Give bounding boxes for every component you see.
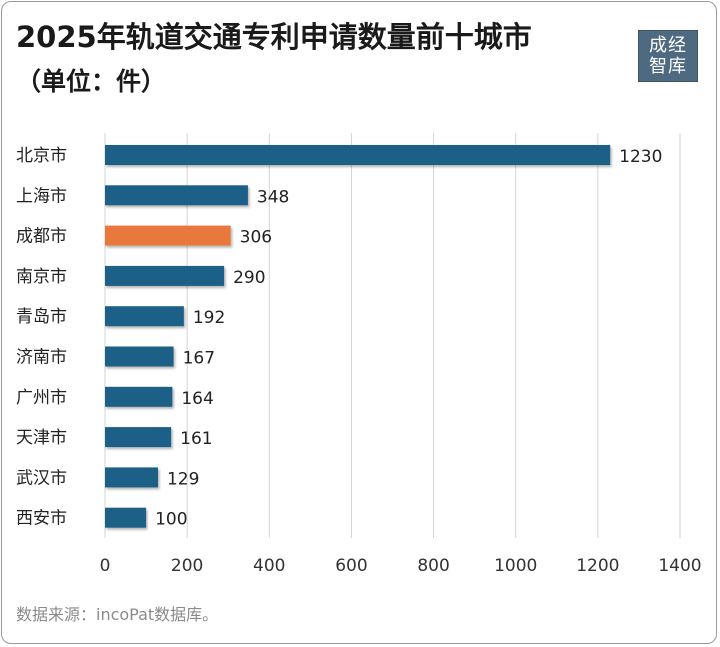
value-labels: 1230 348 306 290 192 167 164 161 129 100 <box>155 147 662 530</box>
value-label: 164 <box>181 389 213 409</box>
x-tick-label: 600 <box>335 556 367 576</box>
category-label: 上海市 <box>16 186 67 206</box>
category-label: 青岛市 <box>16 307 67 327</box>
value-label: 167 <box>183 349 215 369</box>
value-label: 161 <box>180 429 212 449</box>
x-tick-label: 1400 <box>658 556 701 576</box>
x-tick-label: 0 <box>100 556 111 576</box>
category-label: 武汉市 <box>16 468 67 488</box>
bar-9 <box>105 467 158 488</box>
source-note: 数据来源：incoPat数据库。 <box>16 605 219 624</box>
logo-text-line2: 智库 <box>649 56 687 77</box>
bar-1 <box>105 145 611 165</box>
bar-5 <box>105 306 184 327</box>
bars <box>105 145 611 528</box>
brand-logo: 成经 智库 <box>638 30 698 82</box>
logo-text-line1: 成经 <box>649 35 687 56</box>
x-tick-labels: 0 200 400 600 800 1000 1200 1400 <box>100 556 702 576</box>
category-label: 北京市 <box>16 146 67 166</box>
value-label: 348 <box>257 187 289 207</box>
value-label: 192 <box>193 308 225 328</box>
category-label: 广州市 <box>16 388 67 408</box>
x-tick-label: 1200 <box>576 556 619 576</box>
category-label: 济南市 <box>16 348 67 368</box>
bar-2 <box>105 185 248 206</box>
chart-subtitle: （单位：件） <box>16 67 167 96</box>
value-label: 306 <box>240 228 272 248</box>
x-tick-label: 800 <box>417 556 449 576</box>
value-label: 1230 <box>619 147 662 167</box>
bar-6 <box>105 346 174 367</box>
x-tick-label: 400 <box>253 556 285 576</box>
bar-4 <box>105 265 225 286</box>
category-label: 西安市 <box>16 509 67 529</box>
chart-title: 2025年轨道交通专利申请数量前十城市 <box>16 20 532 54</box>
bar-7 <box>105 386 173 407</box>
category-label: 天津市 <box>16 428 67 448</box>
category-label: 成都市 <box>16 227 67 247</box>
category-label: 南京市 <box>16 267 67 287</box>
bar-10 <box>105 507 147 528</box>
value-label: 290 <box>233 268 265 288</box>
bar-3 <box>105 225 231 246</box>
x-tick-label: 200 <box>171 556 203 576</box>
value-label: 129 <box>167 469 199 489</box>
bar-8 <box>105 427 172 448</box>
x-tick-label: 1000 <box>494 556 537 576</box>
value-label: 100 <box>155 510 187 530</box>
